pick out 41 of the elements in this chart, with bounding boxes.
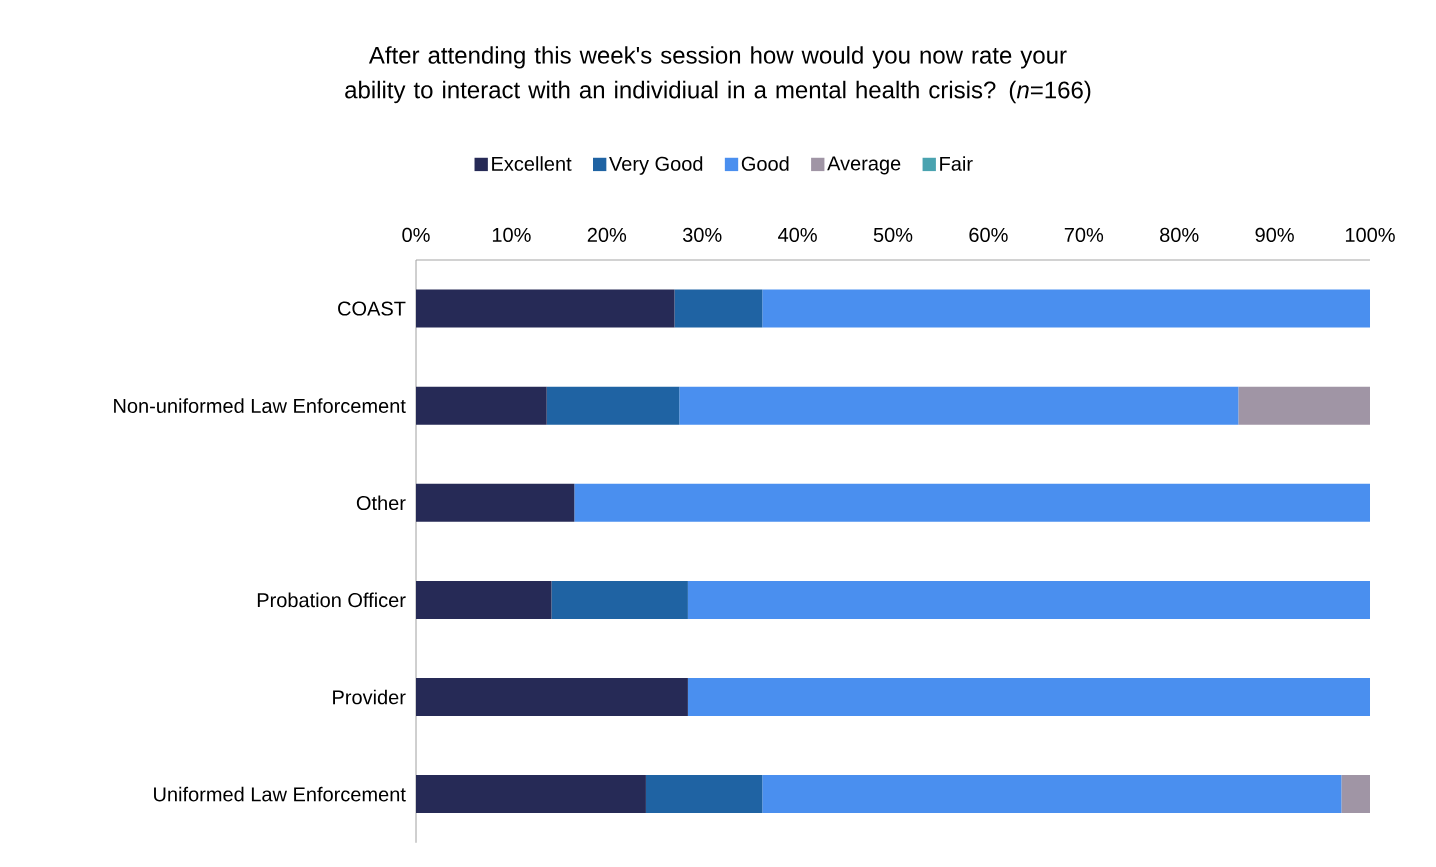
x-tick-label: 10% (492, 227, 531, 243)
bar (416, 289, 675, 328)
legend-label: Excellent (492, 156, 572, 172)
y-tick-label: Other (356, 495, 406, 511)
bar (551, 581, 688, 620)
bar (416, 386, 547, 425)
bar (687, 581, 1371, 620)
x-tick-label: 60% (969, 227, 1008, 243)
bar (416, 581, 552, 620)
bar (762, 289, 1371, 328)
bar (416, 678, 688, 717)
legend-label: Fair (940, 156, 973, 172)
bar (762, 775, 1342, 814)
bar (546, 386, 680, 425)
x-tick-label: 50% (873, 227, 913, 243)
y-tick-label: COAST (338, 301, 406, 316)
x-tick-label: 0% (402, 227, 430, 243)
y-tick-label: Non-uniformed Law Enforcement (114, 398, 406, 414)
bar (679, 386, 1239, 425)
bar (574, 483, 1371, 522)
x-tick-label: 80% (1160, 227, 1199, 243)
legend-label: Very Good (609, 156, 703, 175)
x-tick-label: 70% (1064, 227, 1104, 243)
bar (1238, 386, 1371, 425)
y-tick-label: Probation Officer (257, 592, 406, 608)
x-tick-label: 20% (587, 227, 627, 243)
bar (416, 483, 575, 522)
bar (645, 775, 763, 814)
bar (674, 289, 763, 328)
bar (687, 678, 1371, 717)
x-tick-label: 100% (1345, 227, 1395, 243)
y-tick-label: Uniformed Law Enforcement (154, 786, 406, 802)
chart-title: After attending this week's session how would you now rate your ability to interact with an individiual in a mental health crisis? (n=166) (345, 46, 1091, 104)
legend-label: Good (741, 156, 789, 172)
legend-label: Average (827, 156, 901, 175)
x-tick-label: 30% (682, 227, 722, 243)
y-tick-label: Provider (333, 689, 406, 705)
bar (1341, 775, 1371, 814)
x-tick-label: 90% (1255, 227, 1294, 243)
bar (416, 775, 646, 814)
x-tick-label: 40% (778, 227, 817, 243)
